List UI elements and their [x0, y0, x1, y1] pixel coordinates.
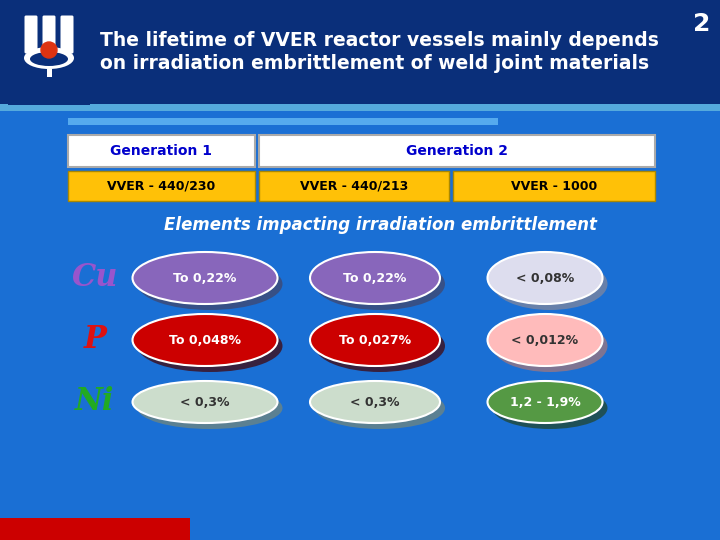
- Text: < 0,012%: < 0,012%: [511, 334, 579, 347]
- Ellipse shape: [30, 52, 68, 66]
- Text: To 0,027%: To 0,027%: [339, 334, 411, 347]
- Ellipse shape: [132, 381, 277, 423]
- FancyBboxPatch shape: [259, 135, 655, 167]
- FancyBboxPatch shape: [0, 104, 720, 111]
- FancyBboxPatch shape: [68, 135, 255, 167]
- Ellipse shape: [138, 258, 282, 310]
- Ellipse shape: [492, 258, 608, 310]
- Ellipse shape: [24, 47, 74, 69]
- Ellipse shape: [492, 387, 608, 429]
- Ellipse shape: [315, 320, 445, 372]
- FancyBboxPatch shape: [259, 171, 449, 201]
- Text: < 0,3%: < 0,3%: [350, 395, 400, 408]
- Ellipse shape: [310, 314, 440, 366]
- FancyBboxPatch shape: [42, 16, 55, 53]
- Text: Generation 2: Generation 2: [406, 144, 508, 158]
- Ellipse shape: [487, 252, 603, 304]
- Text: Ni: Ni: [76, 387, 114, 417]
- FancyBboxPatch shape: [8, 5, 90, 105]
- FancyBboxPatch shape: [68, 171, 255, 201]
- Text: VVER - 440/213: VVER - 440/213: [300, 179, 408, 192]
- FancyBboxPatch shape: [47, 69, 52, 77]
- FancyBboxPatch shape: [0, 0, 720, 110]
- Text: To 0,22%: To 0,22%: [343, 272, 407, 285]
- Text: P: P: [84, 325, 107, 355]
- Text: VVER - 440/230: VVER - 440/230: [107, 179, 215, 192]
- Ellipse shape: [310, 381, 440, 423]
- Ellipse shape: [132, 314, 277, 366]
- FancyBboxPatch shape: [60, 16, 73, 53]
- Circle shape: [41, 42, 57, 58]
- FancyBboxPatch shape: [0, 518, 190, 540]
- Ellipse shape: [132, 252, 277, 304]
- Text: The lifetime of VVER reactor vessels mainly depends
on irradiation embrittlement: The lifetime of VVER reactor vessels mai…: [100, 31, 659, 73]
- Ellipse shape: [315, 258, 445, 310]
- Text: To 0,048%: To 0,048%: [169, 334, 241, 347]
- Ellipse shape: [310, 252, 440, 304]
- Ellipse shape: [315, 387, 445, 429]
- Ellipse shape: [138, 320, 282, 372]
- FancyBboxPatch shape: [453, 171, 655, 201]
- Text: To 0,22%: To 0,22%: [174, 272, 237, 285]
- Text: VVER - 1000: VVER - 1000: [511, 179, 597, 192]
- FancyBboxPatch shape: [68, 118, 498, 125]
- Ellipse shape: [138, 387, 282, 429]
- Text: < 0,08%: < 0,08%: [516, 272, 574, 285]
- Ellipse shape: [487, 381, 603, 423]
- Text: Generation 1: Generation 1: [110, 144, 212, 158]
- Text: 2: 2: [693, 12, 710, 36]
- Ellipse shape: [487, 314, 603, 366]
- Ellipse shape: [492, 320, 608, 372]
- Text: Elements impacting irradiation embrittlement: Elements impacting irradiation embrittle…: [163, 216, 596, 234]
- Text: Cu: Cu: [72, 262, 118, 294]
- Text: 1,2 - 1,9%: 1,2 - 1,9%: [510, 395, 580, 408]
- FancyBboxPatch shape: [24, 16, 37, 53]
- Text: < 0,3%: < 0,3%: [180, 395, 230, 408]
